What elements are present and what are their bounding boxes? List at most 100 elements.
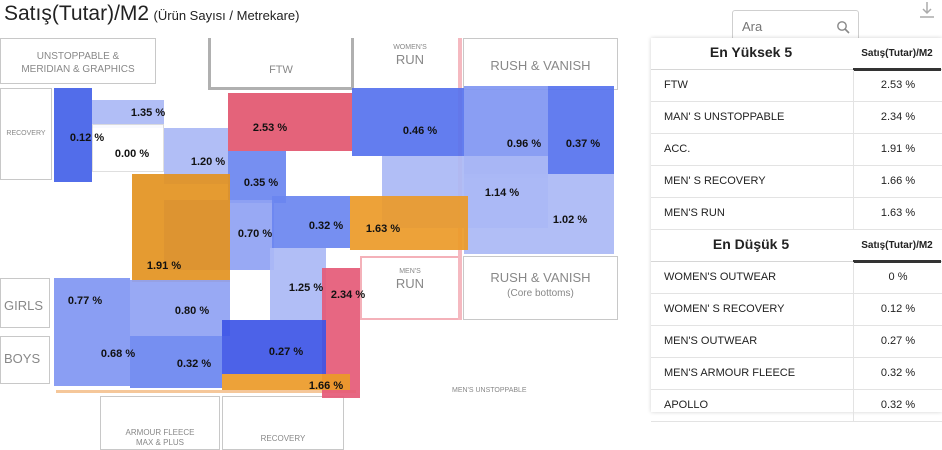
floor-label-rush-vanish-top: RUSH & VANISH [490,58,591,73]
page-title: Satış(Tutar)/M2 (Ürün Sayısı / Metrekare… [4,2,299,26]
bottom5-title: En Düşük 5 [712,236,790,252]
zone-14[interactable] [350,196,468,250]
zone-6-label: 0.46 % [402,125,438,137]
row-name: APOLLO [664,399,709,411]
zone-5[interactable] [228,93,352,151]
row-value: 0.12 % [853,294,942,325]
floor-label-recovery-bottom: RECOVERY [260,434,306,443]
zone-15[interactable] [132,174,230,282]
plan-area-boys [0,336,50,384]
row-value: 0.32 % [853,358,942,389]
floor-label-rush-vanish-bottom: RUSH & VANISH (Core bottoms) [490,270,591,299]
table-row[interactable]: MEN'S RUN 1.63 % [651,198,942,230]
floor-label-mens-unstoppable: MEN'S UNSTOPPABLE [452,387,527,394]
row-name: MEN'S RUN [664,207,725,219]
plan-area-girls [0,278,50,328]
store-floor-plan: UNSTOPPABLE & MERIDIAN & GRAPHICS FTW WOM… [0,38,640,450]
row-value: 1.66 % [853,166,942,197]
zone-9[interactable] [228,151,286,203]
zone-17-label: 2.34 % [330,289,366,301]
row-value: 2.53 % [853,70,942,101]
zone-18[interactable] [54,278,130,336]
bottom5-column-header[interactable]: Satış(Tutar)/M2 [861,240,933,251]
row-name: MEN'S OUTWEAR [664,335,758,347]
floor-label-unstoppable: UNSTOPPABLE & MERIDIAN & GRAPHICS [21,51,135,75]
row-name: FTW [664,79,688,91]
zone-23-label: 1.66 % [308,380,344,392]
zone-1[interactable] [92,100,164,128]
zone-21-label: 0.32 % [176,358,212,370]
floor-label-recovery: RECOVERY [6,130,46,137]
ranking-panel: En Yüksek 5 Satış(Tutar)/M2 FTW 2.53 % MAN… [651,38,942,422]
zone-15-label: 1.91 % [146,260,182,272]
zone-2-label: 0.12 % [69,132,105,144]
bottom5-header: En Düşük 5 Satış(Tutar)/M2 [651,230,942,263]
zone-19-label: 0.80 % [174,305,210,317]
zone-4-label: 1.20 % [190,156,226,168]
zone-23[interactable] [222,374,350,390]
row-name: WOMEN'S OUTWEAR [664,271,777,283]
bottom5-table: WOMEN'S OUTWEAR 0 % WOMEN' S RECOVERY 0.12 … [651,262,942,422]
search-box[interactable] [732,10,859,43]
zone-19[interactable] [130,280,230,336]
floor-label-womens-run: WOMEN'S RUN [393,44,427,68]
floor-label-boys: BOYS [4,351,41,366]
zone-5-label: 2.53 % [252,122,288,134]
search-input[interactable] [742,19,832,34]
plan-area-recovery [0,88,52,180]
zone-21[interactable] [130,336,222,388]
top5-table: FTW 2.53 % MAN' S UNSTOPPABLE 2.34 % ACC. 1.9… [651,70,942,230]
row-value: 0 % [853,262,942,293]
table-row[interactable]: FTW 2.53 % [651,70,942,102]
zone-20-label: 0.68 % [100,348,136,360]
sort-indicator [853,260,941,263]
zone-13-label: 0.32 % [308,220,344,232]
row-name: MEN' S RECOVERY [664,175,766,187]
table-row[interactable]: WOMEN'S OUTWEAR 0 % [651,262,942,294]
zone-20[interactable] [54,336,130,386]
zone-11[interactable] [464,174,614,254]
zone-8[interactable] [548,86,614,174]
row-value: 2.34 % [853,102,942,133]
top5-header: En Yüksek 5 Satış(Tutar)/M2 [651,38,942,71]
zone-12-label: 0.70 % [237,228,273,240]
table-row[interactable]: APOLLO 0.32 % [651,390,942,422]
row-name: WOMEN' S RECOVERY [664,303,785,315]
zone-6[interactable] [352,88,464,156]
page-subtitle: (Ürün Sayısı / Metrekare) [153,8,300,23]
zone-9-label: 0.35 % [243,177,279,189]
zone-11-label: 1.02 % [552,214,588,226]
table-row[interactable]: MEN' S RECOVERY 1.66 % [651,166,942,198]
row-value: 0.32 % [853,390,942,421]
search-icon[interactable] [836,20,850,39]
plan-strip [56,390,356,393]
floor-label-girls: GIRLS [4,298,44,313]
sort-indicator [853,68,941,71]
table-row[interactable]: ACC. 1.91 % [651,134,942,166]
zone-2[interactable] [54,88,92,182]
row-value: 1.91 % [853,134,942,165]
table-row[interactable]: MEN'S OUTWEAR 0.27 % [651,326,942,358]
floor-label-mens-run: MEN'S RUN [395,268,425,292]
zone-1-label: 1.35 % [130,107,166,119]
zone-18-label: 0.77 % [67,295,103,307]
page-title-main: Satış(Tutar)/M2 [4,2,150,25]
plan-area-unstoppable [0,38,156,84]
top5-title: En Yüksek 5 [709,44,793,60]
zone-16[interactable] [270,248,326,320]
row-value: 0.27 % [853,326,942,357]
row-name: MEN'S ARMOUR FLEECE [664,367,796,379]
zone-7-label: 0.96 % [506,138,542,150]
plan-area-ftw [208,38,354,90]
download-icon[interactable] [917,0,937,25]
floor-label-armour-fleece: ARMOUR FLEECE MAX & PLUS [125,428,195,448]
zone-22[interactable] [222,320,326,374]
zone-3[interactable] [92,124,164,172]
zone-8-label: 0.37 % [565,138,601,150]
table-row[interactable]: MEN'S ARMOUR FLEECE 0.32 % [651,358,942,390]
table-row[interactable]: MAN' S UNSTOPPABLE 2.34 % [651,102,942,134]
top5-column-header[interactable]: Satış(Tutar)/M2 [861,48,933,59]
table-row[interactable]: WOMEN' S RECOVERY 0.12 % [651,294,942,326]
zone-13[interactable] [272,196,350,248]
zone-10-label: 1.14 % [484,187,520,199]
